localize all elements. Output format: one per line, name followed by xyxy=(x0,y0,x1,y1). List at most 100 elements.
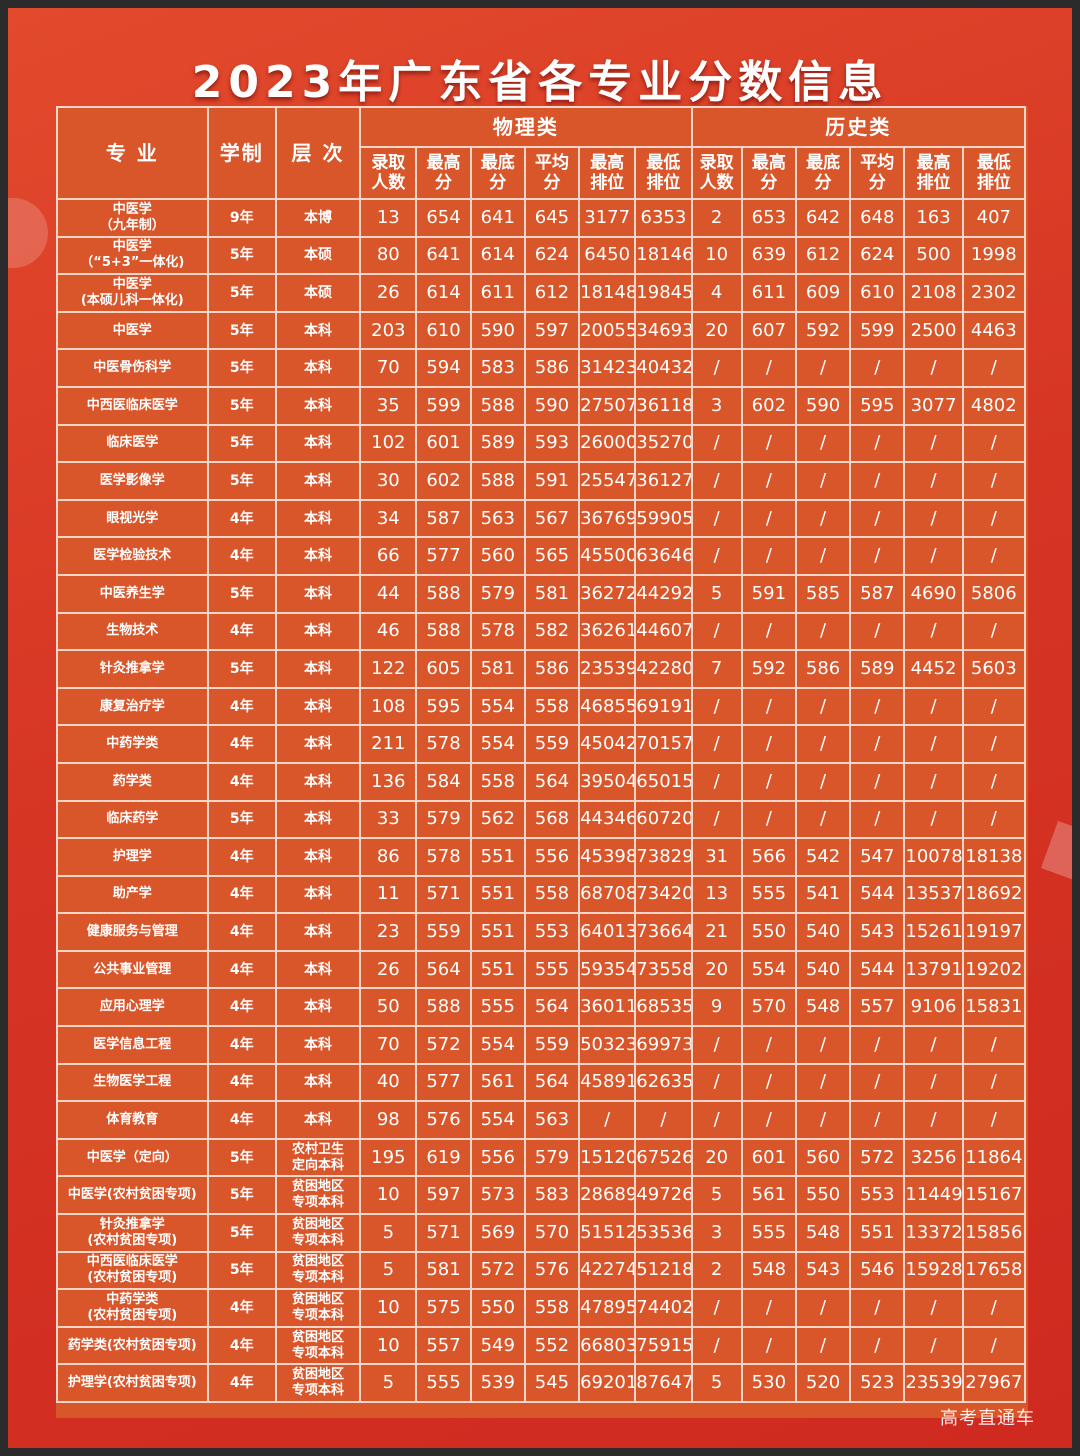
value-cell: 571 xyxy=(415,1213,472,1253)
value-cell: / xyxy=(740,461,797,501)
table-row: 中医学（定向） 5年 农村卫生 定向本科 195 619 556 579 15120 67526 2… xyxy=(56,1137,1027,1178)
major-name: 中医学 (本硕儿科一体化) xyxy=(56,273,209,313)
value-cell: 581 xyxy=(415,1250,472,1291)
duration-cell: 4年 xyxy=(206,837,277,877)
major-name: 中西医临床医学 xyxy=(56,385,209,426)
value-cell: 102 xyxy=(359,423,418,464)
value-cell: 583 xyxy=(469,348,526,388)
major-name: 中西医临床医学 (农村贫困专项) xyxy=(56,1250,209,1291)
value-cell: 25547 xyxy=(578,461,637,501)
level-cell: 本科 xyxy=(274,874,362,915)
value-cell: 17658 xyxy=(961,1250,1027,1291)
subheader-cell: 录取 人数 xyxy=(690,146,743,200)
value-cell: 557 xyxy=(849,987,906,1028)
value-cell: / xyxy=(690,1025,743,1065)
table-row: 药学类(农村贫困专项) 4年 贫困地区 专项本科 10 557 549 552 66803 759… xyxy=(56,1325,1027,1366)
value-cell: 11 xyxy=(359,874,418,915)
value-cell: 75915 xyxy=(634,1325,693,1366)
value-cell: 578 xyxy=(469,611,526,652)
value-cell: 556 xyxy=(469,1137,526,1178)
value-cell: 47895 xyxy=(578,1288,637,1328)
value-cell: 599 xyxy=(415,385,472,426)
value-cell: 551 xyxy=(469,874,526,915)
value-cell: 19845 xyxy=(634,273,693,313)
value-cell: 595 xyxy=(415,686,472,727)
value-cell: 5 xyxy=(690,1363,743,1403)
value-cell: / xyxy=(794,348,852,388)
value-cell: / xyxy=(740,348,797,388)
value-cell: 45042 xyxy=(578,724,637,764)
value-cell: 624 xyxy=(849,235,906,276)
value-cell: 35270 xyxy=(634,423,693,464)
value-cell: 40 xyxy=(359,1062,418,1103)
value-cell: 3256 xyxy=(903,1137,964,1178)
value-cell: 20 xyxy=(690,949,743,990)
value-cell: / xyxy=(961,1288,1027,1328)
table-row: 中医学(农村贫困专项) 5年 贫困地区 专项本科 10 597 573 583 28689 497… xyxy=(56,1175,1027,1216)
value-cell: 551 xyxy=(469,837,526,877)
value-cell: / xyxy=(740,423,797,464)
major-name: 药学类 xyxy=(56,761,209,802)
major-name: 康复治疗学 xyxy=(56,686,209,727)
value-cell: / xyxy=(690,423,743,464)
value-cell: 555 xyxy=(740,874,797,915)
level-cell: 本科 xyxy=(274,611,362,652)
value-cell: 619 xyxy=(415,1137,472,1178)
value-cell: 36127 xyxy=(634,461,693,501)
value-cell: 98 xyxy=(359,1100,418,1140)
duration-cell: 5年 xyxy=(206,385,277,426)
value-cell: 49726 xyxy=(634,1175,693,1216)
duration-cell: 5年 xyxy=(206,799,277,840)
table-row: 临床药学 5年 本科 33 579 562 568 44346 60720// / / / / xyxy=(56,799,1027,840)
value-cell: / xyxy=(794,461,852,501)
duration-cell: 5年 xyxy=(206,1213,277,1253)
value-cell: 586 xyxy=(794,649,852,689)
level-cell: 本科 xyxy=(274,423,362,464)
value-cell: 40432 xyxy=(634,348,693,388)
value-cell: 5 xyxy=(690,573,743,614)
value-cell: 44 xyxy=(359,573,418,614)
table-row: 临床医学 5年 本科 102 601 589 593 26000 35270// / / / / xyxy=(56,423,1027,464)
value-cell: 10 xyxy=(359,1288,418,1328)
value-cell: / xyxy=(690,1325,743,1366)
value-cell: 36261 xyxy=(578,611,637,652)
decorative-cube xyxy=(1040,820,1072,886)
value-cell: 540 xyxy=(794,912,852,952)
value-cell: 579 xyxy=(415,799,472,840)
value-cell: / xyxy=(961,536,1027,576)
value-cell: 64013 xyxy=(578,912,637,952)
value-cell: / xyxy=(740,1062,797,1103)
value-cell: 73420 xyxy=(634,874,693,915)
major-name: 中医学(农村贫困专项) xyxy=(56,1175,209,1216)
value-cell: 592 xyxy=(740,649,797,689)
value-cell: 407 xyxy=(961,198,1027,238)
value-cell: 585 xyxy=(794,573,852,614)
major-name: 中医学 xyxy=(56,310,209,351)
value-cell: 42280 xyxy=(634,649,693,689)
table-row: 中西医临床医学 5年 本科 35 599 588 590 27507 36118 3 602 590 5… xyxy=(56,385,1027,426)
level-cell: 贫困地区 专项本科 xyxy=(274,1213,362,1253)
duration-cell: 4年 xyxy=(206,1288,277,1328)
value-cell: 10078 xyxy=(903,837,964,877)
value-cell: / xyxy=(903,1025,964,1065)
value-cell: 551 xyxy=(849,1213,906,1253)
value-cell: 575 xyxy=(415,1288,472,1328)
value-cell: 589 xyxy=(469,423,526,464)
value-cell: 562 xyxy=(469,799,526,840)
value-cell: / xyxy=(961,1025,1027,1065)
value-cell: 9106 xyxy=(903,987,964,1028)
duration-cell: 9年 xyxy=(206,198,277,238)
value-cell: 15120 xyxy=(578,1137,637,1178)
level-cell: 本科 xyxy=(274,1025,362,1065)
value-cell: 555 xyxy=(523,949,581,990)
table-row: 医学影像学 5年 本科 30 602 588 591 25547 36127// / / / / xyxy=(56,461,1027,501)
level-cell: 贫困地区 专项本科 xyxy=(274,1250,362,1291)
value-cell: 33 xyxy=(359,799,418,840)
value-cell: 46855 xyxy=(578,686,637,727)
value-cell: / xyxy=(740,686,797,727)
value-cell: 13 xyxy=(690,874,743,915)
value-cell: 6450 xyxy=(578,235,637,276)
subheader-cell: 最高 排位 xyxy=(903,146,964,200)
value-cell: 3077 xyxy=(903,385,964,426)
major-name: 应用心理学 xyxy=(56,987,209,1028)
